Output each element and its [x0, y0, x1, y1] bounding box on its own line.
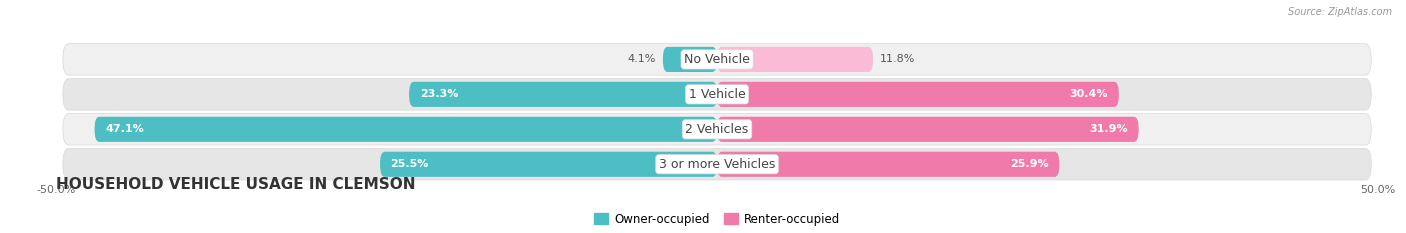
- Text: 31.9%: 31.9%: [1090, 124, 1128, 134]
- Text: 25.5%: 25.5%: [391, 159, 429, 169]
- FancyBboxPatch shape: [63, 113, 1371, 145]
- Text: 3 or more Vehicles: 3 or more Vehicles: [659, 158, 775, 171]
- Text: 47.1%: 47.1%: [105, 124, 143, 134]
- Legend: Owner-occupied, Renter-occupied: Owner-occupied, Renter-occupied: [593, 213, 841, 226]
- FancyBboxPatch shape: [717, 152, 1059, 177]
- Text: 30.4%: 30.4%: [1070, 89, 1108, 99]
- Text: 1 Vehicle: 1 Vehicle: [689, 88, 745, 101]
- Text: 25.9%: 25.9%: [1010, 159, 1049, 169]
- FancyBboxPatch shape: [662, 47, 717, 72]
- Text: HOUSEHOLD VEHICLE USAGE IN CLEMSON: HOUSEHOLD VEHICLE USAGE IN CLEMSON: [56, 177, 416, 192]
- FancyBboxPatch shape: [63, 79, 1371, 110]
- FancyBboxPatch shape: [717, 117, 1139, 142]
- Text: 23.3%: 23.3%: [419, 89, 458, 99]
- FancyBboxPatch shape: [409, 82, 717, 107]
- FancyBboxPatch shape: [717, 82, 1119, 107]
- Text: 4.1%: 4.1%: [628, 55, 657, 64]
- Text: No Vehicle: No Vehicle: [685, 53, 749, 66]
- Text: Source: ZipAtlas.com: Source: ZipAtlas.com: [1288, 7, 1392, 17]
- Text: 2 Vehicles: 2 Vehicles: [686, 123, 748, 136]
- FancyBboxPatch shape: [63, 44, 1371, 75]
- FancyBboxPatch shape: [380, 152, 717, 177]
- FancyBboxPatch shape: [63, 149, 1371, 180]
- FancyBboxPatch shape: [94, 117, 717, 142]
- Text: 11.8%: 11.8%: [880, 55, 915, 64]
- FancyBboxPatch shape: [717, 47, 873, 72]
